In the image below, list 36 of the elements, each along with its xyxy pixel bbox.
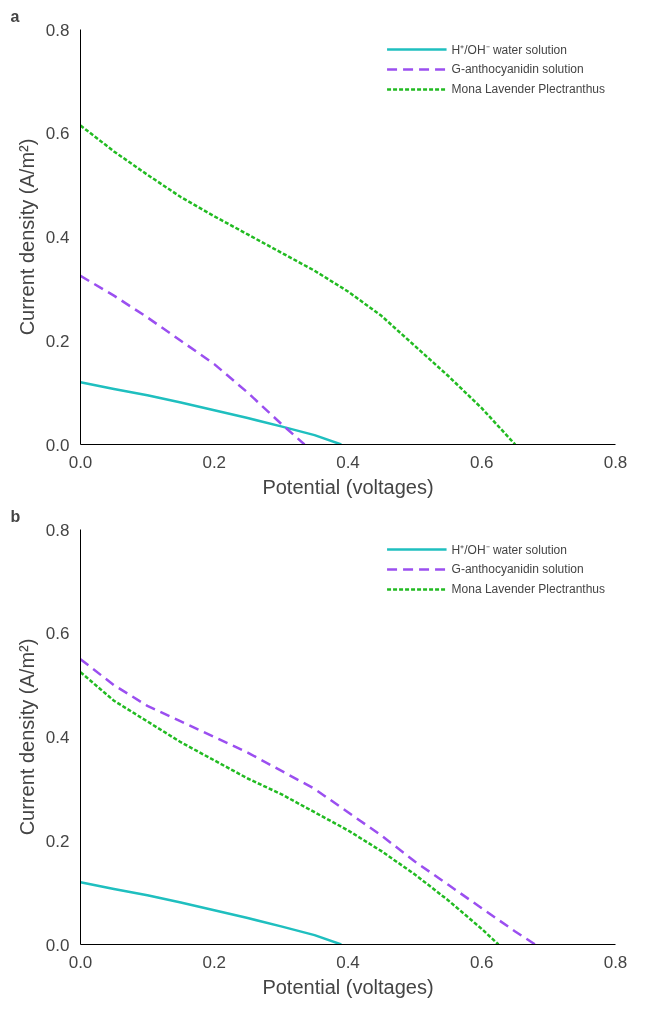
line-series [80, 881, 343, 945]
y-tick-label: 0.6 [45, 624, 70, 644]
y-tick-label: 0.0 [45, 935, 70, 955]
x-tick-label: 0.6 [469, 452, 494, 472]
x-tick-label: 0.2 [202, 452, 227, 472]
y-axis-title: Current density (A/m²) [15, 638, 38, 836]
x-tick-label: 0.8 [603, 452, 628, 472]
x-tick-label: 0.8 [603, 952, 628, 972]
x-axis-title: Potential (voltages) [262, 975, 434, 998]
y-tick-label: 0.2 [45, 831, 70, 851]
y-tick-label: 0.6 [45, 124, 70, 144]
legend-label: G-anthocyanidin solution [451, 562, 584, 576]
y-tick-label: 0.2 [45, 331, 70, 351]
chart-title: b [10, 507, 21, 525]
x-tick-label: 0.4 [336, 952, 360, 972]
legend-label: Mona Lavender Plectranthus [451, 82, 605, 96]
x-tick-label: 0.4 [336, 452, 360, 472]
legend-label: Mona Lavender Plectranthus [451, 582, 605, 596]
x-tick-label: 0.0 [68, 952, 93, 972]
chart-title: a [10, 7, 20, 25]
y-tick-label: 0.0 [45, 435, 70, 455]
x-tick-label: 0.0 [68, 452, 93, 472]
legend-label: H⁺/OH⁻ water solution [451, 541, 567, 558]
line-series [80, 274, 306, 445]
y-tick-label: 0.8 [45, 20, 70, 40]
line-series [80, 381, 343, 445]
y-tick-label: 0.4 [45, 228, 70, 247]
x-axis-title: Potential (voltages) [262, 475, 434, 498]
x-tick-label: 0.6 [469, 952, 494, 972]
x-tick-label: 0.2 [202, 952, 227, 972]
line-series [80, 124, 517, 445]
y-tick-label: 0.8 [45, 520, 70, 540]
y-tick-label: 0.4 [45, 728, 70, 747]
y-axis-title: Current density (A/m²) [15, 138, 38, 336]
legend-label: H⁺/OH⁻ water solution [451, 41, 567, 58]
legend-label: G-anthocyanidin solution [451, 62, 584, 76]
